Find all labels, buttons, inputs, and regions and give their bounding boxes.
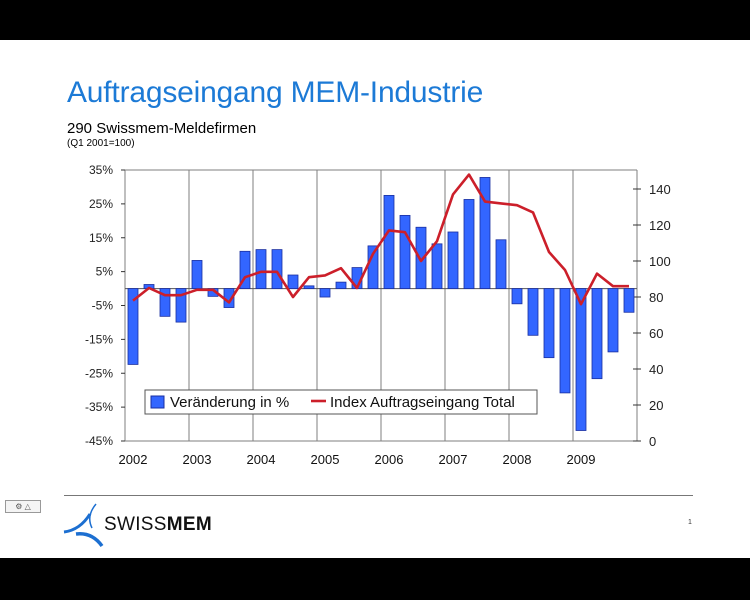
- bar-veraenderung: [591, 288, 603, 380]
- bar-veraenderung: [239, 250, 251, 289]
- y-right-tick-label: 40: [649, 362, 663, 377]
- bar-veraenderung: [159, 288, 171, 317]
- y-right-tick-label: 0: [649, 434, 656, 449]
- bar-veraenderung: [255, 249, 267, 289]
- y-left-tick-label: 35%: [89, 163, 113, 177]
- y-left-tick-label: -5%: [92, 299, 114, 313]
- legend-bar-swatch: [150, 395, 165, 409]
- y-left-tick-label: 25%: [89, 197, 113, 211]
- y-left-tick-label: -45%: [85, 434, 113, 448]
- y-left-tick-label: 5%: [96, 265, 114, 279]
- page-number: 1: [688, 519, 692, 526]
- y-right-tick-label: 60: [649, 326, 663, 341]
- swissmem-logo: SWISSMEM: [62, 502, 222, 548]
- bar-veraenderung: [623, 288, 635, 313]
- y-left-tick-label: -15%: [85, 332, 113, 346]
- bar-veraenderung: [383, 195, 395, 289]
- bar-veraenderung: [175, 288, 187, 323]
- x-tick-label: 2008: [503, 452, 532, 467]
- x-tick-label: 2002: [119, 452, 148, 467]
- bar-veraenderung: [463, 199, 475, 289]
- swissmem-wordmark: SWISSMEM: [104, 514, 212, 535]
- combo-chart: 2002 2003 2004 2005 2006 2007 2008 2009 35% 25% 15…: [85, 163, 671, 467]
- legend-label-line: Index Auftragseingang Total: [330, 394, 515, 411]
- x-tick-label: 2006: [375, 452, 404, 467]
- x-tick-label: 2003: [183, 452, 212, 467]
- x-tick-label: 2005: [311, 452, 340, 467]
- bar-veraenderung: [575, 288, 587, 431]
- bar-veraenderung: [191, 260, 203, 289]
- x-tick-label: 2004: [247, 452, 276, 467]
- slide-title: Auftragseingang MEM-Industrie: [67, 76, 484, 109]
- y-left-tick-label: -25%: [85, 366, 113, 380]
- y-right-tick-label: 140: [649, 182, 671, 197]
- bar-veraenderung: [271, 249, 283, 289]
- x-tick-label: 2007: [439, 452, 468, 467]
- bar-veraenderung: [559, 288, 571, 394]
- bar-veraenderung: [399, 214, 411, 289]
- bar-veraenderung: [303, 285, 315, 289]
- legend: Veränderung in % Index Auftragseingang To…: [144, 389, 538, 415]
- y-right-tick-label: 80: [649, 290, 663, 305]
- bar-veraenderung: [335, 281, 347, 289]
- bar-veraenderung: [287, 274, 299, 289]
- bar-veraenderung: [431, 243, 443, 289]
- y-right-tick-label: 20: [649, 398, 663, 413]
- slide-nav-widget[interactable]: ⚙ △: [5, 500, 41, 513]
- index-line: [132, 173, 629, 306]
- bar-veraenderung: [415, 226, 427, 289]
- bar-veraenderung: [127, 288, 139, 365]
- bar-veraenderung: [479, 177, 491, 289]
- slide-subtitle: 290 Swissmem-Meldefirmen: [67, 120, 257, 137]
- bar-veraenderung: [447, 231, 459, 289]
- slide: Auftragseingang MEM-Industrie 290 Swissm…: [0, 40, 750, 558]
- legend-label-bar: Veränderung in %: [170, 394, 289, 411]
- index-base-note: (Q1 2001=100): [67, 138, 135, 149]
- bar-veraenderung: [607, 288, 619, 353]
- y-left-tick-label: 15%: [89, 231, 113, 245]
- swissmem-logo-icon: [63, 503, 104, 548]
- y-right-tick-label: 120: [649, 218, 671, 233]
- bar-veraenderung: [511, 288, 523, 305]
- bar-veraenderung: [543, 288, 555, 359]
- bar-veraenderung: [527, 288, 539, 336]
- bar-veraenderung: [319, 288, 331, 298]
- y-right-tick-label: 100: [649, 254, 671, 269]
- x-tick-label: 2009: [567, 452, 596, 467]
- footer-divider: [64, 495, 693, 496]
- y-left-tick-label: -35%: [85, 400, 113, 414]
- bar-veraenderung: [495, 239, 507, 289]
